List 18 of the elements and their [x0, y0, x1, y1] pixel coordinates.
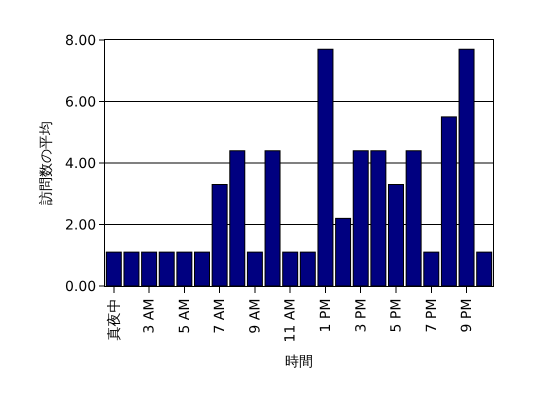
x-tick-label: 3 PM [353, 298, 370, 332]
x-axis-title: 時間 [285, 354, 313, 370]
y-tick-label: 2.00 [65, 217, 96, 234]
x-tick-label: 9 PM [459, 298, 476, 332]
y-tick-label: 8.00 [65, 32, 96, 49]
x-tick-label: 5 AM [176, 298, 193, 334]
y-tick-label: 6.00 [65, 94, 96, 110]
x-tick-label: 9 AM [247, 298, 264, 334]
x-tick-label: 7 AM [212, 298, 228, 334]
x-tick-label: 11 AM [282, 298, 299, 343]
x-tick-label: 3 AM [142, 298, 158, 334]
y-axis-title: 訪問数の平均 [38, 121, 55, 205]
x-tick-label: 7 PM [424, 298, 440, 332]
y-tick-label: 4.00 [65, 156, 96, 172]
x-tick-label: 真夜中 [106, 298, 122, 341]
y-tick-label: 0.00 [65, 278, 96, 295]
x-tick-label: 5 PM [388, 298, 405, 332]
x-tick-label: 1 PM [318, 298, 334, 332]
